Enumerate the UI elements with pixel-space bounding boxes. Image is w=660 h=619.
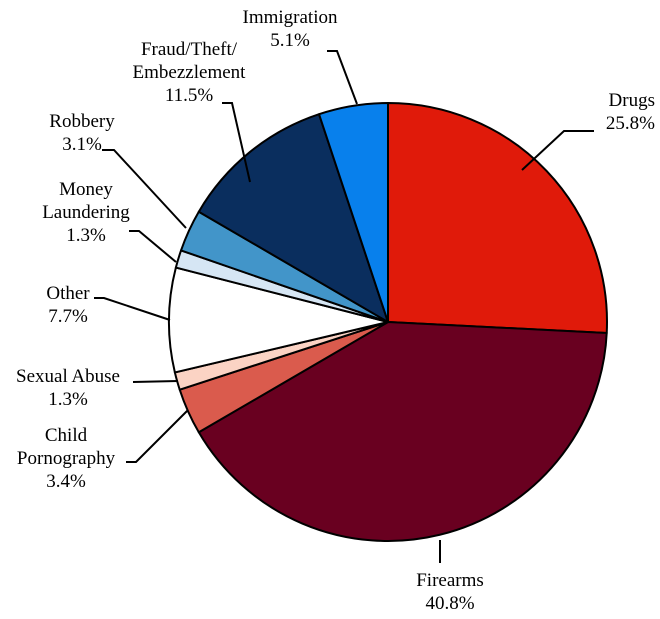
slice-immigration [318,102,389,323]
label-fraud-theft-embezzlement: Fraud/Theft/Embezzlement 11.5% [133,39,247,106]
slice-labels: Drugs 25.8%Firearms 40.8%Child Pornography 3… [16,7,655,614]
pct-label: 3.1% [62,134,102,155]
category-label: Child [45,425,88,446]
pct-label: 1.3% [48,389,88,410]
leader-immigration [327,50,358,105]
label-robbery: Robbery 3.1% [49,111,115,155]
pct-label: 11.5% [165,85,214,106]
leader-lines [94,50,594,563]
pct-label: 3.4% [46,471,86,492]
label-firearms: Firearms 40.8% [416,570,484,614]
category-label: Money [59,179,113,200]
leader-sexual-abuse [132,380,179,383]
pct-label: 1.3% [66,225,106,246]
pct-label: 40.8% [425,593,474,614]
slice-firearms [197,321,608,542]
label-money-laundering: Money Laundering 1.3% [42,179,130,246]
category-label: Embezzlement [133,62,247,83]
leader-drugs [521,130,594,171]
label-drugs: Drugs 25.8% [606,90,655,134]
label-sexual-abuse: Sexual Abuse 1.3% [16,366,120,410]
leader-fraud-theft-embezzlement [222,102,251,183]
pct-label: 7.7% [48,306,88,327]
label-other: Other 7.7% [46,283,90,327]
category-label: Sexual Abuse [16,366,120,387]
category-label: Immigration [243,7,338,28]
label-child-pornography: Child Pornography 3.4% [17,425,116,492]
category-label: Pornography [17,448,116,469]
leader-child-pornography [126,409,189,463]
category-label: Firearms [416,570,484,591]
leader-other [94,297,171,321]
pct-label: 5.1% [270,30,310,51]
category-label: Fraud/Theft/ [141,39,238,60]
category-label: Other [46,283,90,304]
leader-money-laundering [129,230,177,263]
category-label: Robbery [49,111,115,132]
slice-drugs [387,102,608,334]
label-immigration: Immigration 5.1% [243,7,338,51]
pie-slices [168,102,608,542]
category-label: Laundering [42,202,130,223]
category-label: Drugs [609,90,655,111]
leader-robbery [102,149,187,229]
pct-label: 25.8% [606,113,655,134]
